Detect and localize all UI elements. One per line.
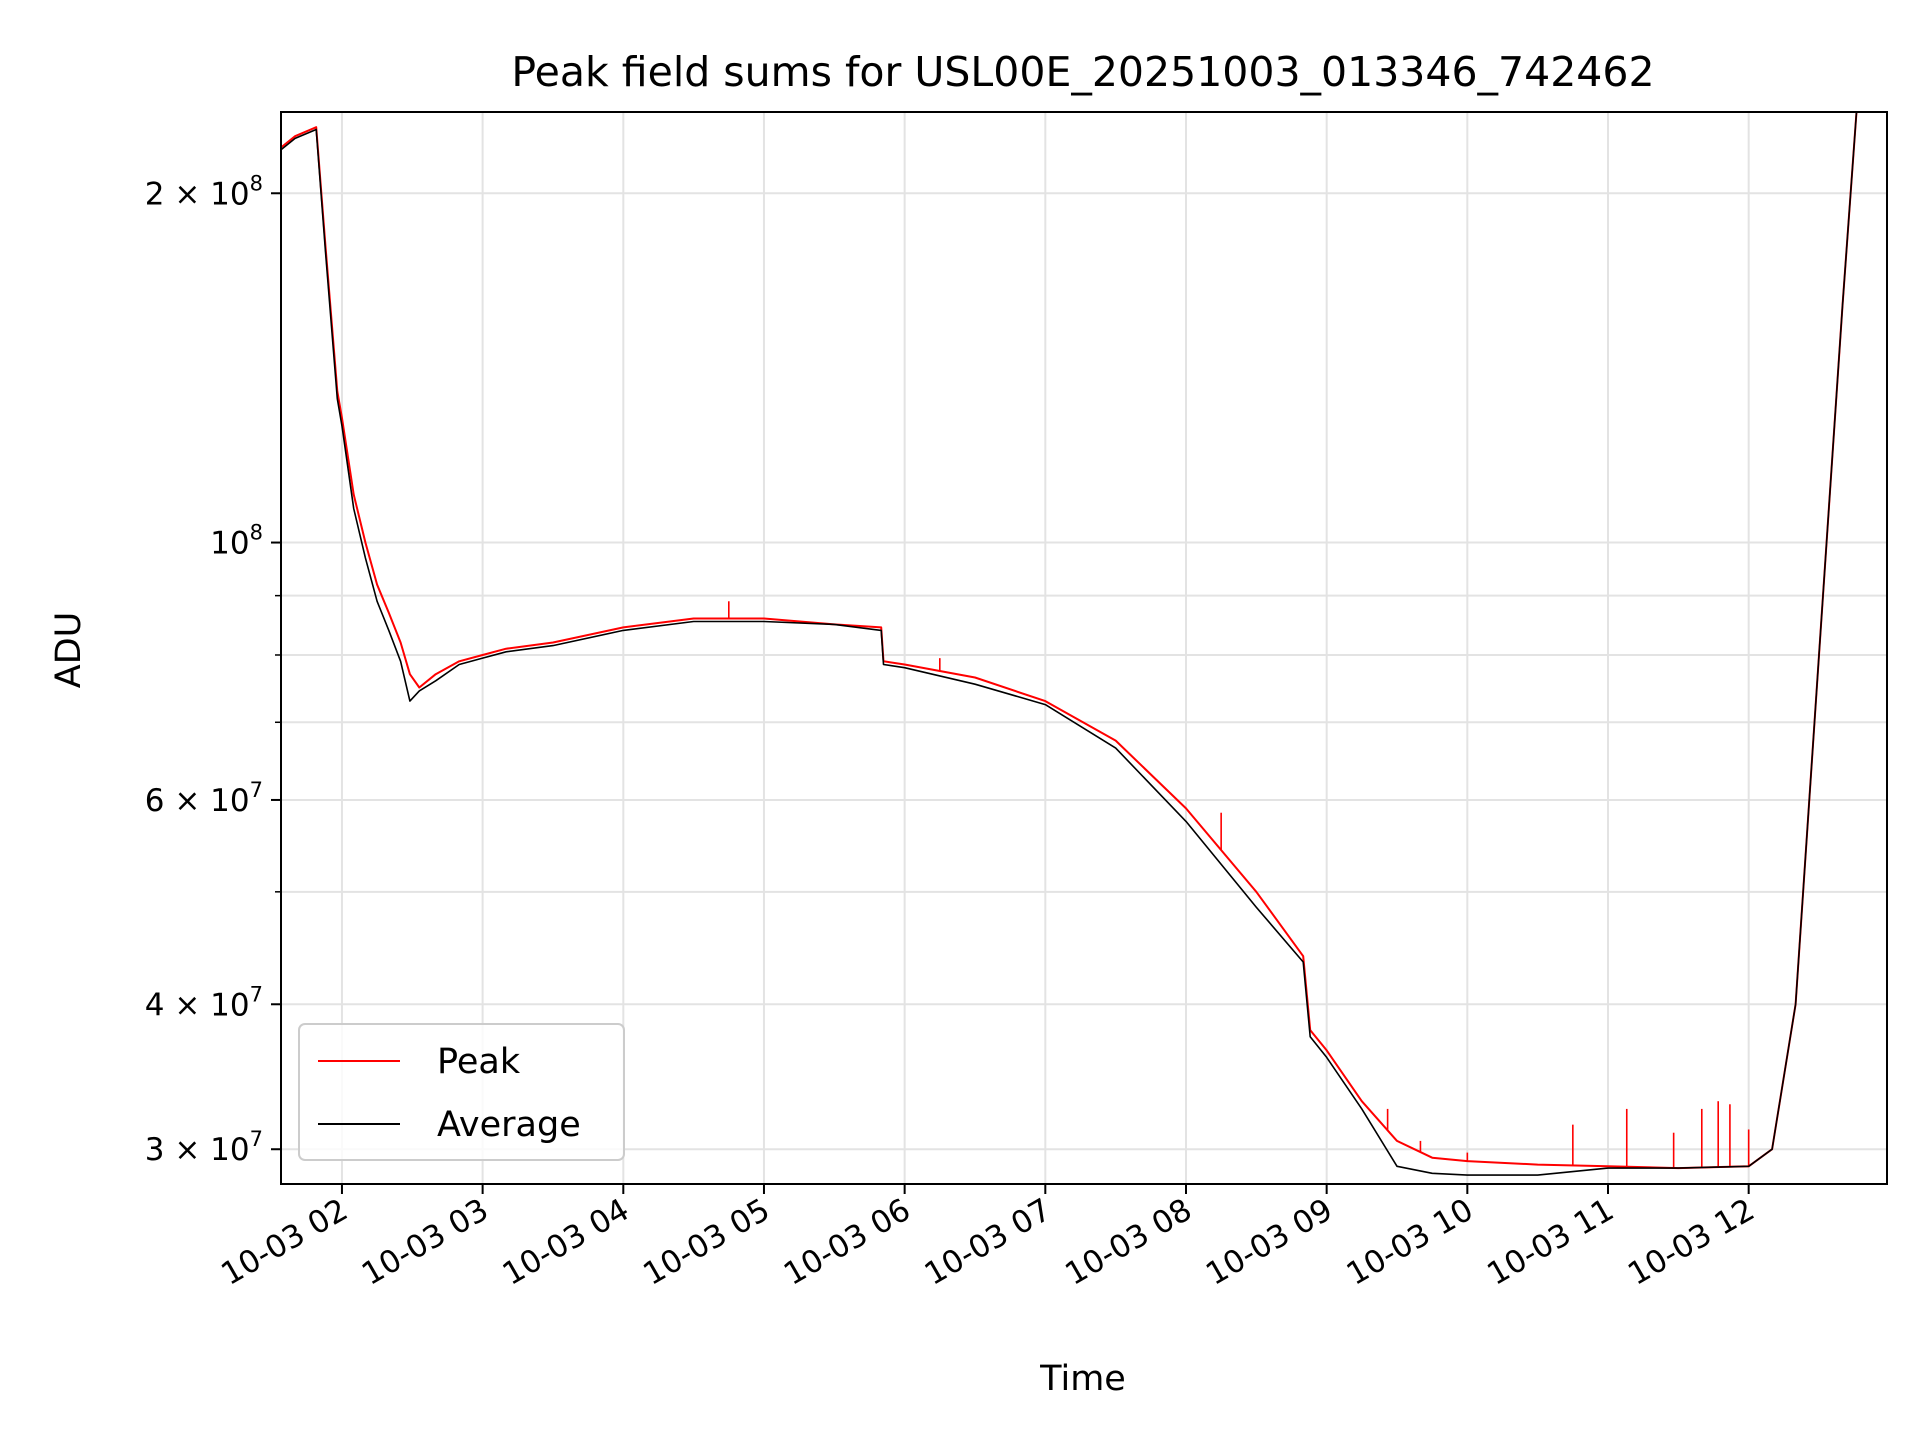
series-line-average	[281, 112, 1887, 1176]
x-axis-label: Time	[1039, 1359, 1126, 1399]
legend-label-peak: Peak	[437, 1042, 521, 1082]
y-axis: 3 × 107 4 × 107 6 × 107 108 2 × 108	[145, 171, 281, 1168]
plot-frame	[280, 111, 1888, 1185]
series-layer	[281, 112, 1887, 1176]
chart-title: Peak field sums for USL00E_20251003_0133…	[511, 48, 1654, 96]
y-tick-label: 2 × 108	[145, 171, 263, 212]
legend-label-average: Average	[437, 1105, 581, 1145]
y-tick-label: 6 × 107	[145, 778, 263, 819]
y-tick-label: 4 × 107	[145, 982, 263, 1023]
grid	[281, 112, 1887, 1184]
y-tick-label: 108	[210, 521, 263, 562]
y-axis-label: ADU	[49, 612, 89, 689]
legend: Peak Average	[298, 1023, 625, 1161]
legend-box	[298, 1023, 625, 1161]
y-tick-label: 3 × 107	[145, 1127, 263, 1168]
